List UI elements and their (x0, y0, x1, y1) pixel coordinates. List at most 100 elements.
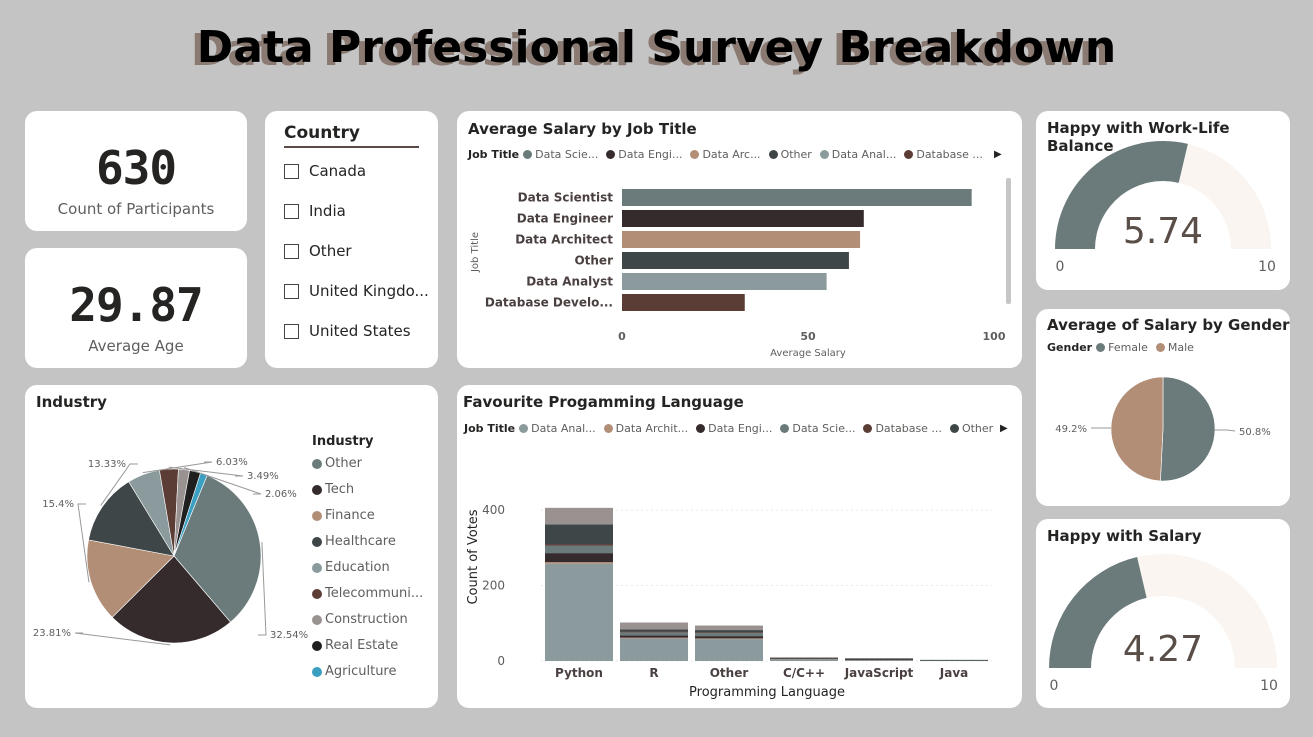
legend-item[interactable]: Data Arc... (690, 148, 761, 161)
industry-legend-item[interactable]: Real Estate (312, 638, 398, 653)
label-leader (184, 467, 262, 495)
legend-label: Finance (325, 508, 375, 523)
legend-item[interactable]: Data Anal... (819, 148, 896, 161)
legend-item[interactable]: Database ... (863, 422, 942, 435)
job-tick-label: Data Engineer (517, 212, 613, 226)
legend-dot (312, 562, 322, 573)
industry-pie: 32.54% 23.81% 15.4% 13.33% 6.03% 3.49% 2.06% (33, 457, 308, 646)
industry-legend-item[interactable]: Healthcare (312, 534, 396, 549)
fav-lang-title: Favourite Progamming Language (463, 393, 744, 411)
legend-label: Agriculture (325, 664, 397, 679)
kpi-age-label: Average Age (88, 337, 184, 355)
pie-slice (173, 475, 262, 623)
industry-legend-item[interactable]: Finance (312, 508, 375, 523)
industry-data-label: 6.03% (216, 457, 248, 468)
stacked-bar-segment (695, 630, 763, 633)
fav-lang-chart: 0 200 400 Python R Other C/C++ JavaScript Java Pr… (466, 503, 992, 700)
checkbox[interactable] (284, 283, 299, 299)
legend-label: Telecommuni... (325, 586, 424, 601)
country-option-united-kingdom[interactable]: United Kingdo... (284, 282, 429, 300)
salary-bar (622, 273, 827, 290)
salary-gauge-title: Happy with Salary (1047, 527, 1202, 545)
legend-label: Real Estate (325, 638, 399, 653)
checkbox[interactable] (284, 243, 299, 259)
salary-bar (622, 252, 849, 269)
stacked-bar-segment (770, 658, 838, 661)
legend-item[interactable]: Other (949, 422, 993, 435)
industry-legend-item[interactable]: Tech (312, 482, 354, 497)
stacked-bar-segment (620, 629, 688, 632)
y-tick-label: 0 (497, 654, 505, 668)
stacked-bar-segment (845, 658, 913, 660)
country-option-india[interactable]: India (284, 202, 346, 220)
salary-by-job-card[interactable]: Average Salary by Job Title Job Title Da… (457, 111, 1022, 368)
salary-gender-card[interactable]: Average of Salary by Gender Gender Femal… (1036, 309, 1290, 506)
option-label: United States (309, 322, 411, 340)
legend-dot (312, 640, 322, 651)
checkbox[interactable] (284, 163, 299, 179)
checkbox[interactable] (284, 323, 299, 339)
stacked-bar-segment (770, 657, 838, 659)
industry-legend-item[interactable]: Other (312, 456, 362, 471)
country-option-other[interactable]: Other (284, 242, 352, 260)
stacked-bar-segment (920, 659, 988, 661)
legend-item[interactable]: Data Scie... (523, 148, 598, 161)
label-leader (168, 466, 244, 477)
fav-lang-card[interactable]: Favourite Progamming Language Job Title … (457, 385, 1022, 708)
salary-bar (622, 210, 864, 227)
gauge-max-label: 10 (1260, 678, 1278, 694)
legend-item[interactable]: Data Anal... (519, 422, 596, 435)
industry-legend-item[interactable]: Construction (312, 612, 408, 627)
legend-label: Other (325, 456, 362, 471)
stacked-bar-segment (695, 625, 763, 631)
worklife-gauge-title: Happy with Work-Life Balance (1047, 119, 1230, 155)
industry-data-label: 15.4% (42, 499, 74, 510)
x-tick-label: 50 (800, 330, 816, 343)
legend-dot (312, 666, 322, 677)
industry-legend-item[interactable]: Education (312, 560, 390, 575)
legend-title: Job Title (464, 422, 516, 435)
legend-item[interactable]: Other (768, 148, 812, 161)
legend-item[interactable]: Data Archit... (603, 422, 688, 435)
pie-slice (111, 555, 231, 644)
legend-next-arrow-icon[interactable]: ▶ (1000, 423, 1008, 434)
country-option-canada[interactable]: Canada (284, 162, 366, 180)
stacked-bar-segment (545, 562, 613, 564)
kpi-age-card[interactable]: 29.87 Average Age (25, 248, 247, 368)
legend-dot (312, 536, 322, 547)
salary-gauge-card[interactable]: Happy with Salary 4.27 0 10 (1036, 519, 1290, 708)
industry-card[interactable]: Industry 32.54% 23.81% 15.4% 13.33% 6.03% 3.4… (25, 385, 438, 708)
dashboard-title: Data Professional Survey Breakdown Data … (0, 22, 1313, 76)
pie-slice-male (1110, 376, 1164, 482)
legend-item-male[interactable]: Male (1155, 341, 1194, 354)
worklife-gauge-card[interactable]: Happy with Work-Life Balance 5.74 0 10 (1036, 111, 1290, 290)
country-slicer: Country Canada India Other United Kingdo… (265, 111, 438, 368)
label-leader (74, 632, 171, 646)
gauge-min-label: 0 (1056, 259, 1065, 275)
salary-bar (622, 294, 745, 311)
label-leader (258, 541, 267, 636)
legend-item[interactable]: Database ... (904, 148, 983, 161)
industry-data-label: 23.81% (33, 628, 71, 639)
x-axis-label: Programming Language (689, 685, 845, 700)
legend-item[interactable]: Data Engi... (606, 148, 682, 161)
x-tick-label: C/C++ (783, 666, 825, 680)
industry-legend-item[interactable]: Agriculture (312, 664, 397, 679)
salary-bar (622, 231, 861, 248)
country-option-united-states[interactable]: United States (284, 322, 411, 340)
x-tick-label: Python (555, 666, 603, 680)
legend-item-female[interactable]: Female (1096, 341, 1148, 354)
kpi-participants-value: 630 (95, 141, 177, 195)
label-leader (1215, 429, 1236, 432)
stacked-bar-segment (545, 524, 613, 545)
industry-legend-item[interactable]: Telecommuni... (312, 586, 423, 601)
kpi-participants-card[interactable]: 630 Count of Participants (25, 111, 247, 231)
pie-slice-female (1160, 376, 1216, 482)
checkbox[interactable] (284, 203, 299, 219)
legend-next-arrow-icon[interactable]: ▶ (994, 149, 1002, 160)
title-shadow: Data Professional Survey Breakdown (190, 25, 1111, 76)
legend-item[interactable]: Data Scie... (780, 422, 855, 435)
legend-item[interactable]: Data Engi... (696, 422, 772, 435)
kpi-age-value: 29.87 (69, 278, 203, 332)
salary-gender-title: Average of Salary by Gender (1047, 316, 1290, 334)
